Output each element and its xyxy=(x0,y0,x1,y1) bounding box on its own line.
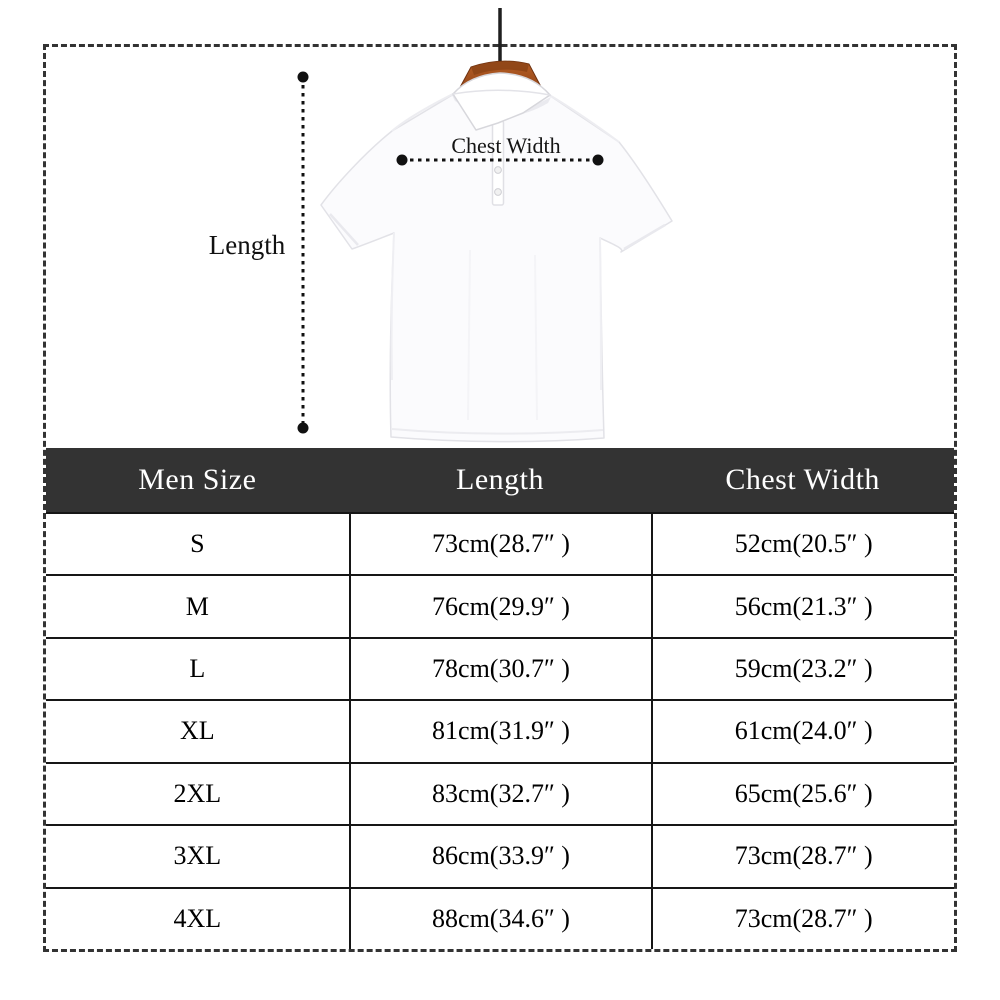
header-length: Length xyxy=(456,463,544,496)
cell-size: M xyxy=(46,574,349,637)
size-table: Men Size Length Chest Width S 73cm(28.7″… xyxy=(46,448,954,949)
cell-chest: 56cm(21.3″ ) xyxy=(651,574,954,637)
length-label: Length xyxy=(208,230,286,260)
length-line-bottom-dot xyxy=(297,422,309,434)
cell-length: 76cm(29.9″ ) xyxy=(348,574,652,637)
cell-size: 4XL xyxy=(46,886,349,949)
cell-length: 83cm(32.7″ ) xyxy=(348,761,652,825)
cell-length: 73cm(28.7″ ) xyxy=(348,512,652,575)
header-men-size: Men Size xyxy=(138,463,257,496)
chest-line-right-dot xyxy=(592,154,604,166)
cell-size: 3XL xyxy=(46,824,349,887)
shirt-button xyxy=(494,166,502,174)
length-line-top-dot xyxy=(297,71,309,83)
cell-length: 86cm(33.9″ ) xyxy=(348,824,652,887)
cell-chest: 65cm(25.6″ ) xyxy=(651,761,954,825)
chest-width-label: Chest Width xyxy=(451,133,561,158)
chest-width-measure-line xyxy=(396,154,604,166)
length-measure-line xyxy=(297,71,309,434)
cell-length: 81cm(31.9″ ) xyxy=(348,699,652,762)
shirt-body xyxy=(320,90,673,443)
chest-line-left-dot xyxy=(396,154,408,166)
measurement-figure: Length Chest Width xyxy=(46,8,954,448)
dashed-frame: Length Chest Width Men Size Length Chest… xyxy=(43,8,957,952)
cell-length: 78cm(30.7″ ) xyxy=(348,636,652,700)
cell-size: S xyxy=(46,512,349,575)
polo-shirt-illustration xyxy=(297,8,673,443)
cell-length: 88cm(34.6″ ) xyxy=(348,886,652,949)
cell-chest: 73cm(28.7″ ) xyxy=(651,824,954,887)
shirt-collar xyxy=(452,72,551,131)
cell-size: 2XL xyxy=(46,761,349,825)
cell-chest: 73cm(28.7″ ) xyxy=(651,886,954,949)
table-header-row: Men Size Length Chest Width xyxy=(46,448,954,512)
table-body: S 73cm(28.7″ ) 52cm(20.5″ ) M 76cm(29.9″… xyxy=(46,512,954,949)
shirt-button xyxy=(494,188,502,196)
header-chest-width: Chest Width xyxy=(725,463,880,496)
cell-chest: 59cm(23.2″ ) xyxy=(651,636,954,700)
cell-size: L xyxy=(46,636,349,700)
cell-size: XL xyxy=(46,699,349,762)
cell-chest: 52cm(20.5″ ) xyxy=(651,512,954,575)
cell-chest: 61cm(24.0″ ) xyxy=(651,699,954,762)
